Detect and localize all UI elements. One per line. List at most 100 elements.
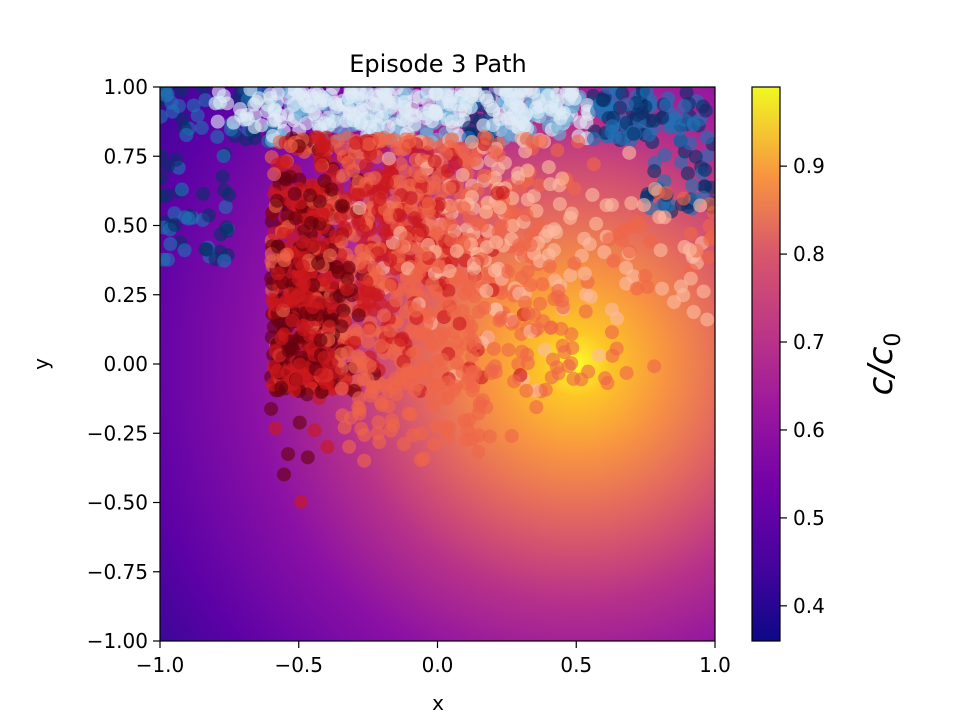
path-marker <box>471 428 486 443</box>
path-marker <box>393 174 408 189</box>
path-marker <box>340 345 355 360</box>
path-marker <box>171 99 186 114</box>
path-marker <box>400 362 415 377</box>
path-marker <box>274 380 289 395</box>
path-marker <box>535 277 550 292</box>
path-marker <box>598 371 613 386</box>
path-marker <box>278 155 293 170</box>
path-marker <box>686 305 701 320</box>
path-marker <box>604 325 619 340</box>
path-marker <box>586 131 601 146</box>
path-marker <box>685 178 700 193</box>
path-marker <box>308 130 323 145</box>
path-marker <box>619 276 634 291</box>
path-marker <box>610 311 625 326</box>
path-marker <box>408 164 423 179</box>
path-marker <box>392 208 407 223</box>
path-marker <box>267 103 282 118</box>
path-marker <box>542 259 557 274</box>
path-marker <box>622 244 637 259</box>
path-marker <box>283 169 298 184</box>
path-marker <box>532 178 547 193</box>
path-marker <box>351 213 366 228</box>
path-marker <box>160 252 175 267</box>
path-marker <box>668 111 683 126</box>
path-marker <box>294 494 309 509</box>
path-marker <box>402 134 417 149</box>
path-marker <box>375 110 390 125</box>
path-marker <box>288 211 303 226</box>
path-marker <box>517 118 532 133</box>
path-marker <box>702 219 715 234</box>
path-marker <box>190 108 205 123</box>
path-marker <box>465 383 480 398</box>
path-marker <box>480 131 495 146</box>
path-marker <box>210 114 225 129</box>
y-tick-label: 1.00 <box>103 75 148 99</box>
y-tick-label: 0.00 <box>103 352 148 376</box>
colorbar-tick-label: 0.9 <box>793 154 825 178</box>
path-marker <box>519 207 534 222</box>
path-marker <box>379 226 394 241</box>
path-marker <box>657 148 672 163</box>
path-marker <box>397 95 412 110</box>
path-marker <box>373 395 388 410</box>
path-marker <box>626 126 641 141</box>
path-marker <box>701 250 715 265</box>
path-marker <box>333 210 348 225</box>
path-marker <box>213 227 228 242</box>
path-marker <box>234 108 249 123</box>
path-marker <box>401 406 416 421</box>
path-marker <box>622 145 637 160</box>
path-marker <box>541 160 556 175</box>
colorbar-tick-label: 0.8 <box>793 242 825 266</box>
path-marker <box>636 198 651 213</box>
path-marker <box>352 105 367 120</box>
path-marker <box>357 453 372 468</box>
path-marker <box>441 283 456 298</box>
path-marker <box>363 388 378 403</box>
path-marker <box>293 357 308 372</box>
path-marker <box>407 383 422 398</box>
path-marker <box>530 105 545 120</box>
path-marker <box>677 99 692 114</box>
path-marker <box>389 293 404 308</box>
x-axis: −1.0 −0.5 0.0 0.5 1.0 <box>136 641 731 677</box>
path-marker <box>589 216 604 231</box>
path-marker <box>586 157 601 172</box>
y-tick-label: −0.75 <box>87 560 148 584</box>
path-marker <box>530 321 545 336</box>
path-marker <box>407 211 422 226</box>
path-marker <box>543 177 558 192</box>
path-marker <box>696 284 711 299</box>
path-marker <box>196 87 211 95</box>
path-marker <box>647 359 662 374</box>
path-marker <box>420 136 435 151</box>
path-marker <box>384 413 399 428</box>
path-marker <box>699 148 714 163</box>
path-marker <box>251 91 266 106</box>
path-marker <box>443 295 458 310</box>
path-marker <box>579 287 594 302</box>
path-marker <box>480 330 495 345</box>
path-marker <box>487 170 502 185</box>
y-tick-label: −1.00 <box>87 629 148 653</box>
path-marker <box>341 102 356 117</box>
path-marker <box>499 87 514 98</box>
path-marker <box>179 127 194 142</box>
path-marker <box>619 365 634 380</box>
path-marker <box>305 177 320 192</box>
path-marker <box>672 122 687 137</box>
path-marker <box>160 171 168 186</box>
path-marker <box>501 264 516 279</box>
path-marker <box>296 318 311 333</box>
path-marker <box>601 87 616 95</box>
path-marker <box>468 87 483 98</box>
path-marker <box>419 363 434 378</box>
path-marker <box>415 223 430 238</box>
path-marker <box>270 193 285 208</box>
path-marker <box>335 199 350 214</box>
path-marker <box>421 196 436 211</box>
path-marker <box>453 89 468 104</box>
path-marker <box>279 247 294 262</box>
